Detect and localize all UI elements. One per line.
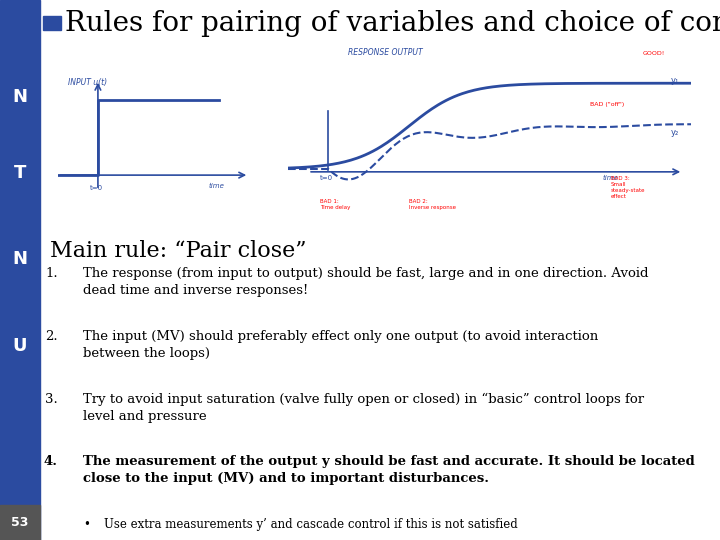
- Text: N: N: [12, 250, 27, 268]
- Text: The response (from input to output) should be fast, large and in one direction. : The response (from input to output) shou…: [83, 267, 648, 298]
- Text: Try to avoid input saturation (valve fully open or closed) in “basic” control lo: Try to avoid input saturation (valve ful…: [83, 393, 644, 423]
- Text: GOOD!: GOOD!: [643, 51, 665, 56]
- Text: Main rule: “Pair close”: Main rule: “Pair close”: [50, 240, 307, 262]
- Text: Rules for pairing of variables and choice of control structure: Rules for pairing of variables and choic…: [65, 10, 720, 37]
- Text: t=0: t=0: [320, 176, 333, 181]
- Text: BAD ("off"): BAD ("off"): [590, 102, 625, 107]
- Text: INPUT u(t): INPUT u(t): [68, 78, 107, 87]
- Text: y₂: y₂: [671, 127, 679, 137]
- Text: 2.: 2.: [45, 330, 58, 343]
- Text: BAD 3:
Small
steady-state
effect: BAD 3: Small steady-state effect: [611, 176, 645, 199]
- Bar: [0, 0, 40, 540]
- Text: The input (MV) should preferably effect only one output (to avoid interaction
be: The input (MV) should preferably effect …: [83, 330, 598, 360]
- Text: U: U: [12, 336, 27, 355]
- Text: •: •: [83, 518, 90, 531]
- Text: Use extra measurements y’ and cascade control if this is not satisfied: Use extra measurements y’ and cascade co…: [104, 518, 518, 531]
- Text: BAD 2:
Inverse response: BAD 2: Inverse response: [409, 199, 456, 210]
- Text: 3.: 3.: [45, 393, 58, 406]
- Bar: [0, 505, 40, 540]
- Text: RESPONSE OUTPUT: RESPONSE OUTPUT: [348, 48, 423, 57]
- Text: The measurement of the output y should be fast and accurate. It should be locate: The measurement of the output y should b…: [83, 455, 695, 485]
- Text: time: time: [209, 183, 225, 188]
- Bar: [43, 16, 61, 30]
- Text: BAD 1:
Time delay: BAD 1: Time delay: [320, 199, 351, 210]
- Text: 53: 53: [11, 516, 29, 529]
- Text: 1.: 1.: [45, 267, 58, 280]
- Text: time: time: [603, 176, 618, 181]
- Text: N: N: [12, 88, 27, 106]
- Text: t=0: t=0: [90, 185, 103, 191]
- Text: 4.: 4.: [44, 455, 58, 468]
- Text: T: T: [14, 164, 26, 182]
- Text: y₁: y₁: [671, 76, 680, 85]
